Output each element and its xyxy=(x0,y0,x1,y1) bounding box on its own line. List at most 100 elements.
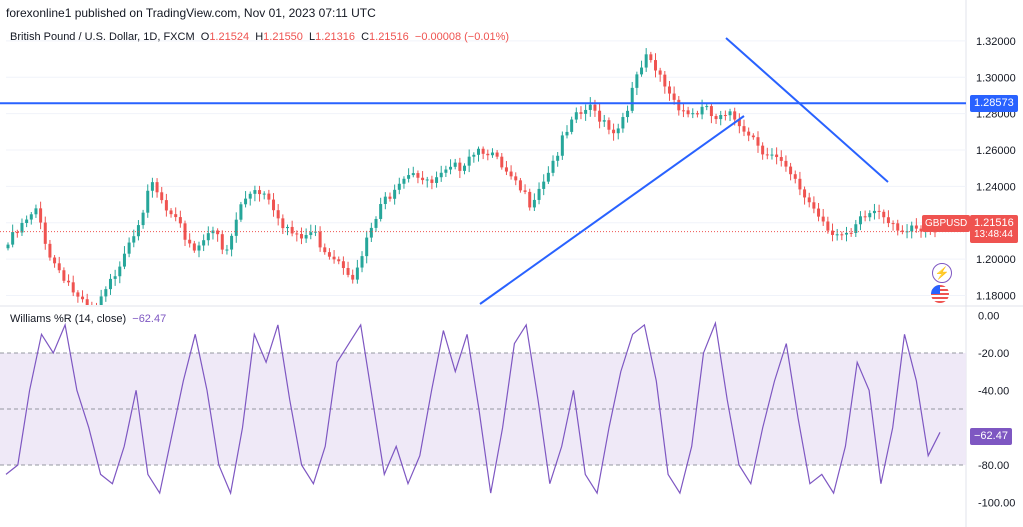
candle-body xyxy=(570,119,574,132)
candle xyxy=(765,147,769,160)
candle xyxy=(560,131,564,160)
open-key: O xyxy=(200,31,210,43)
candle-body xyxy=(20,223,24,233)
price-tick-label: 1.30000 xyxy=(976,72,1016,84)
candle-body xyxy=(290,226,294,234)
candle-body xyxy=(360,256,364,268)
candle xyxy=(323,243,327,255)
candle xyxy=(476,146,480,162)
candle xyxy=(6,242,10,251)
candle xyxy=(407,168,411,183)
candle xyxy=(630,81,634,114)
candle xyxy=(337,256,341,265)
candle xyxy=(20,218,24,236)
candle xyxy=(579,106,583,120)
candle xyxy=(598,103,602,129)
candle xyxy=(34,204,38,218)
candle-body xyxy=(174,214,178,218)
candle-body xyxy=(863,216,867,218)
candle-body xyxy=(742,126,746,132)
candle xyxy=(574,107,578,124)
candle-body xyxy=(99,296,103,305)
candle-body xyxy=(397,183,401,190)
candle-body xyxy=(900,230,904,232)
candle xyxy=(216,228,220,242)
candle-body xyxy=(672,93,676,100)
candle-body xyxy=(695,113,699,115)
candle-body xyxy=(374,218,378,228)
candle xyxy=(914,218,918,233)
candle xyxy=(747,127,751,142)
candle xyxy=(397,177,401,195)
candle-body xyxy=(407,175,411,179)
candle xyxy=(565,125,569,139)
candle xyxy=(43,216,47,250)
lightning-icon[interactable]: ⚡ xyxy=(932,263,952,283)
candle-body xyxy=(481,148,485,154)
candle-body xyxy=(579,112,583,114)
candle xyxy=(25,215,29,228)
symbol-legend[interactable]: British Pound / U.S. Dollar, 1D, FXCM O1… xyxy=(10,31,509,43)
candle xyxy=(793,170,797,184)
candle-body xyxy=(821,216,825,222)
candle xyxy=(313,225,317,237)
low-value: 1.21316 xyxy=(315,31,355,43)
candle xyxy=(532,193,536,212)
candle-body xyxy=(155,182,159,193)
candle xyxy=(430,175,434,190)
candle xyxy=(891,220,895,231)
candle xyxy=(234,212,238,243)
candle-body xyxy=(48,243,52,258)
candle xyxy=(309,224,313,240)
candle-body xyxy=(779,157,783,161)
indicator-legend[interactable]: Williams %R (14, close) −62.47 xyxy=(10,313,166,325)
candle-body xyxy=(621,117,625,129)
candle xyxy=(709,103,713,124)
candle-body xyxy=(272,199,276,211)
candle xyxy=(62,267,66,284)
candle-body xyxy=(910,225,914,232)
candle xyxy=(817,202,821,222)
candle-body xyxy=(765,154,769,156)
close-value: 1.21516 xyxy=(369,31,409,43)
candle-body xyxy=(104,289,108,297)
candle-body xyxy=(323,247,327,253)
candle xyxy=(779,150,783,167)
candle xyxy=(737,113,741,134)
candle xyxy=(835,228,839,241)
candle-body xyxy=(29,214,33,220)
candle-body xyxy=(262,193,266,195)
candle xyxy=(495,150,499,160)
candle xyxy=(900,225,904,235)
candle xyxy=(723,110,727,121)
candle xyxy=(551,155,555,177)
candle-body xyxy=(332,256,336,260)
candle xyxy=(640,60,644,77)
us-flag-icon[interactable] xyxy=(931,285,949,303)
candle xyxy=(518,177,522,193)
candle-body xyxy=(649,54,653,61)
candle xyxy=(449,159,453,175)
candle-body xyxy=(616,128,620,134)
candle-body xyxy=(211,230,215,234)
candle-body xyxy=(239,204,243,220)
candle-body xyxy=(495,152,499,157)
candle xyxy=(332,250,336,264)
candle-body xyxy=(183,223,187,240)
wr-tick-label: -100.00 xyxy=(978,497,1015,509)
candle xyxy=(146,184,150,218)
wr-value-badge: −62.47 xyxy=(970,428,1012,445)
candle-body xyxy=(784,160,788,167)
change-value: −0.00008 (−0.01%) xyxy=(414,31,510,43)
candle xyxy=(290,220,294,237)
candle xyxy=(15,229,19,238)
candle-body xyxy=(416,173,420,178)
candle-body xyxy=(220,234,224,250)
candle xyxy=(467,149,471,173)
candle-body xyxy=(281,218,285,229)
candle xyxy=(150,177,154,198)
candle xyxy=(327,248,331,260)
candle-body xyxy=(355,267,359,280)
candle xyxy=(276,204,280,226)
